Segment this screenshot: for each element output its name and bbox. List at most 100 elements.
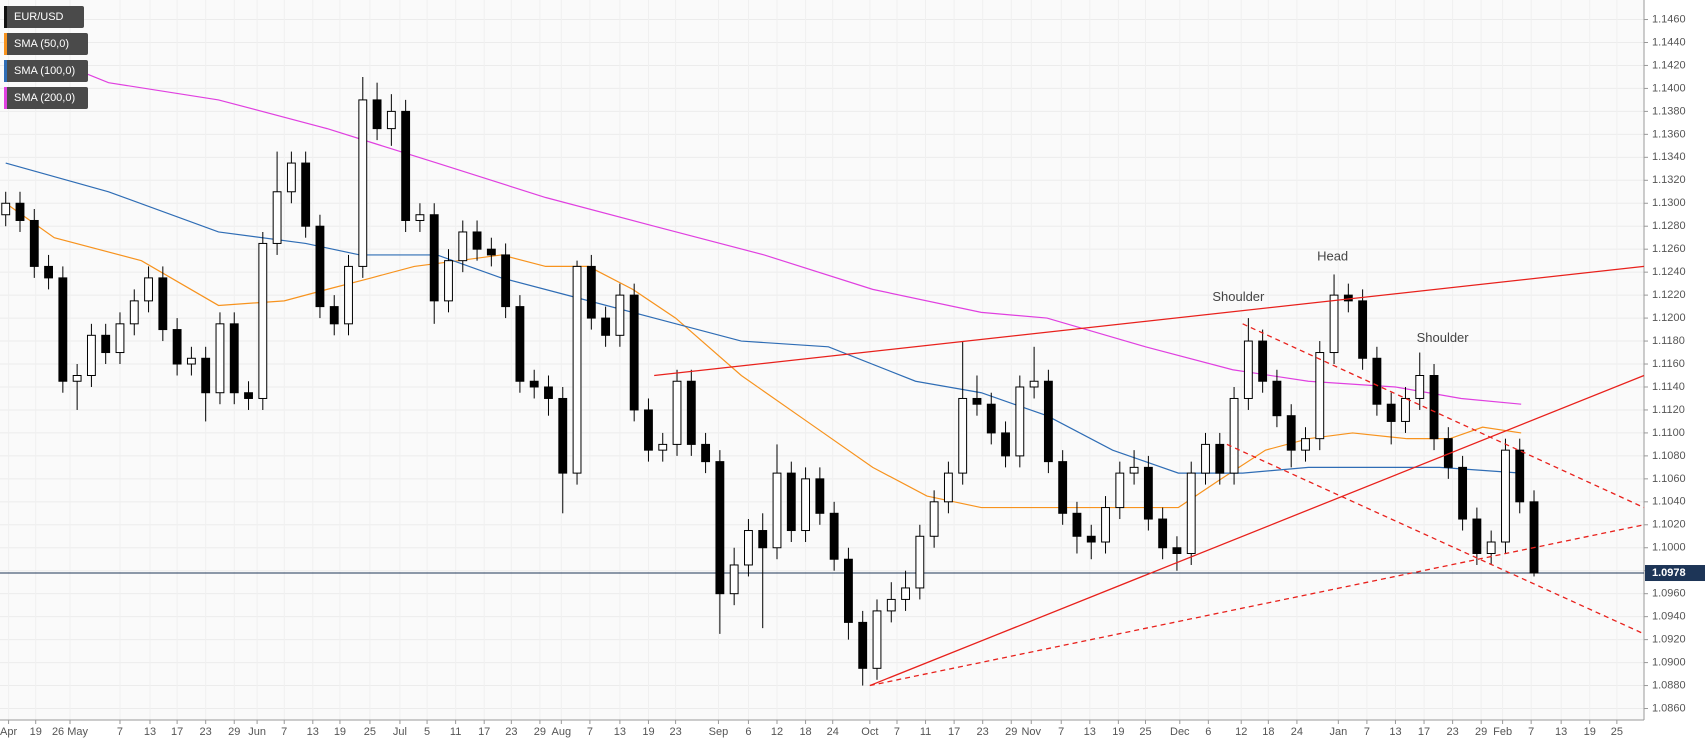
candle-body (472, 231, 482, 250)
y-tick-label: 1.1220 (1652, 289, 1686, 301)
candle-body (144, 277, 153, 302)
y-tick-label: 1.0960 (1652, 588, 1686, 600)
x-tick-label: 11 (450, 726, 461, 738)
x-tick-label: 7 (894, 726, 900, 738)
candle-body (1372, 357, 1382, 405)
y-tick-label: 1.0860 (1652, 702, 1686, 714)
x-tick-label: 19 (1584, 726, 1596, 738)
x-tick-label: 23 (200, 726, 212, 738)
x-tick-label: 17 (171, 726, 183, 738)
candle-body (486, 248, 496, 256)
candle-body (115, 323, 125, 354)
candle-body (829, 512, 839, 560)
x-tick-label: 23 (669, 726, 681, 738)
pattern-label: Shoulder (1417, 330, 1470, 345)
x-tick-label: 7 (587, 726, 593, 738)
y-tick-label: 1.1300 (1652, 197, 1686, 209)
y-tick-label: 1.0880 (1652, 679, 1686, 691)
candle-body (29, 219, 39, 267)
candle-body (301, 162, 311, 227)
x-tick-label: 24 (827, 726, 839, 738)
y-tick-label: 1.1200 (1652, 312, 1686, 324)
candle-body (615, 294, 625, 336)
candle-body (429, 214, 439, 302)
x-tick-label: 23 (977, 726, 989, 738)
candle-body (86, 334, 96, 377)
candle-body (729, 564, 739, 595)
x-tick-label: 13 (1084, 726, 1096, 738)
candle-body (1243, 340, 1253, 399)
candle-body (129, 300, 139, 325)
trendline (1242, 323, 1645, 509)
y-tick-label: 1.1360 (1652, 128, 1686, 140)
y-tick-label: 1.1440 (1652, 36, 1686, 48)
candle-body (1086, 535, 1096, 543)
x-tick-label: 13 (1555, 726, 1567, 738)
candle-body (715, 461, 725, 595)
candle-body (686, 380, 696, 445)
candle-body (501, 254, 511, 308)
sma-line (65, 64, 1522, 405)
candle-body (44, 265, 53, 279)
candle-body (1258, 340, 1268, 382)
x-tick-label: Oct (861, 726, 878, 738)
candle-body (843, 558, 853, 623)
candle-body (1129, 466, 1139, 474)
legend-box (4, 6, 84, 28)
candle-body (1286, 415, 1296, 451)
candle-body (1143, 466, 1153, 520)
y-tick-label: 1.1020 (1652, 519, 1686, 531)
x-tick-label: 17 (948, 726, 960, 738)
candle-body (758, 530, 768, 549)
y-tick-label: 1.1240 (1652, 266, 1686, 278)
x-tick-label: 7 (281, 726, 287, 738)
candle-body (786, 472, 796, 532)
x-tick-label: 19 (642, 726, 654, 738)
candle-body (15, 202, 25, 221)
candle-body (1272, 380, 1282, 417)
x-tick-label: Apr (0, 726, 17, 738)
candle-body (286, 162, 296, 193)
candle-body (372, 99, 382, 130)
trendline (1226, 443, 1645, 635)
last-price-box (1645, 565, 1705, 582)
last-price-label: 1.0978 (1652, 567, 1686, 579)
y-tick-label: 1.1060 (1652, 473, 1686, 485)
candle-body (1501, 449, 1510, 543)
x-tick-label: 23 (505, 726, 517, 738)
candle-body (772, 472, 782, 549)
candle-body (986, 403, 996, 434)
candle-body (1029, 380, 1039, 388)
y-tick-label: 1.0900 (1652, 656, 1686, 668)
candle-body (201, 357, 211, 394)
candle-body (644, 409, 653, 451)
candle-body (1158, 518, 1168, 549)
x-tick-label: 13 (307, 726, 319, 738)
x-tick-label: Aug (552, 726, 572, 738)
x-tick-label: 25 (364, 726, 376, 738)
y-tick-label: 1.1420 (1652, 59, 1686, 71)
candle-body (1458, 466, 1468, 520)
plot-background (0, 0, 1644, 720)
candle-body (186, 357, 196, 365)
candle-body (886, 598, 896, 612)
y-tick-label: 1.1120 (1652, 404, 1685, 416)
x-tick-label: 11 (920, 726, 931, 738)
candle-body (1329, 294, 1339, 354)
candle-body (1358, 300, 1368, 359)
x-tick-label: 25 (1611, 726, 1623, 738)
x-tick-label: 19 (334, 726, 346, 738)
legend-box (4, 87, 88, 109)
legend-label: EUR/USD (14, 11, 64, 23)
y-tick-label: 1.1380 (1652, 105, 1686, 117)
candle-body (72, 375, 82, 382)
candle-body (958, 397, 968, 474)
legend-label: SMA (200,0) (14, 92, 75, 104)
legend-swatch (4, 87, 7, 109)
candle-body (943, 472, 953, 503)
y-tick-label: 1.1400 (1652, 82, 1686, 94)
candle-body (872, 610, 882, 669)
candle-body (1415, 375, 1425, 399)
x-tick-label: 29 (534, 726, 546, 738)
